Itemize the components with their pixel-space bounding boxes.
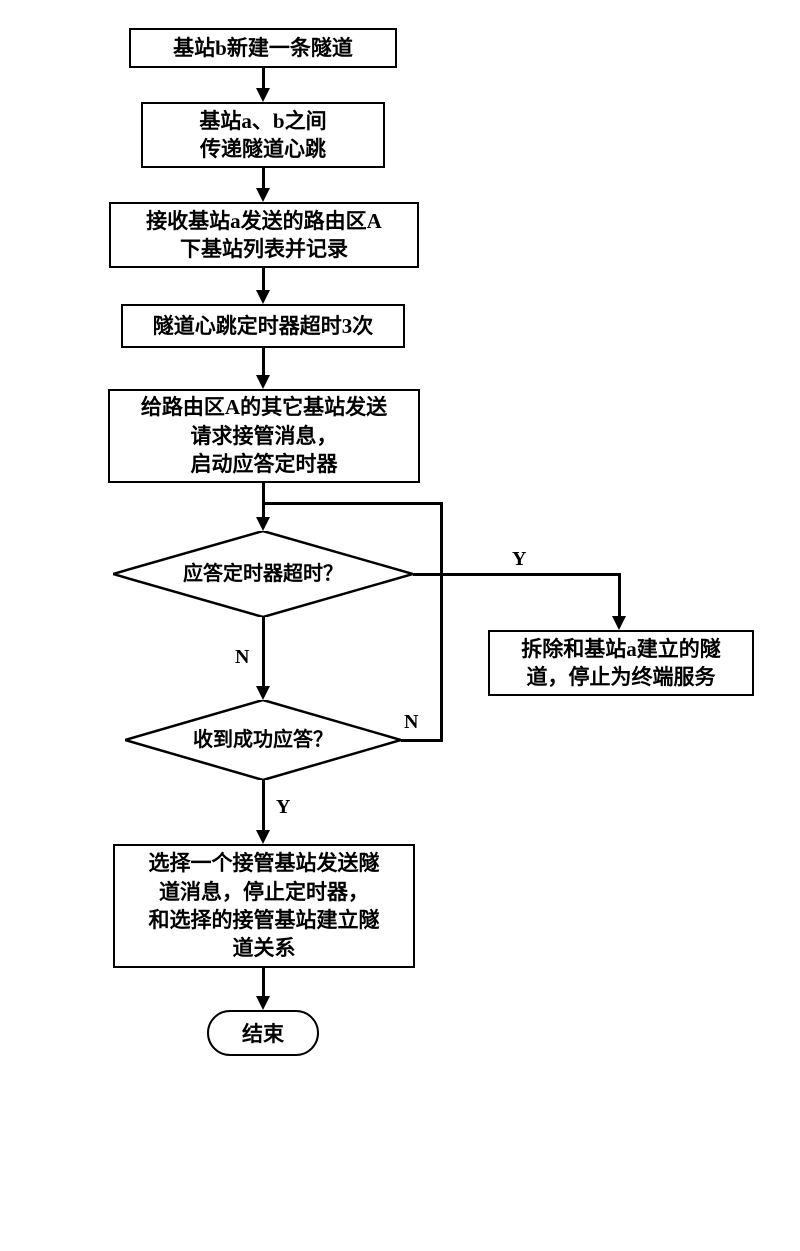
decision-timer-timeout: 应答定时器超时？: [113, 531, 413, 617]
decision-text: 应答定时器超时？: [183, 562, 343, 586]
node-text: 接收基站a发送的路由区A 下基站列表并记录: [146, 207, 382, 264]
node-text: 选择一个接管基站发送隧 道消息，停止定时器， 和选择的接管基站建立隧 道关系: [149, 849, 380, 962]
arrow: [262, 268, 265, 292]
node-heartbeat: 基站a、b之间 传递隧道心跳: [141, 102, 385, 168]
label-n: N: [404, 711, 418, 734]
arrow-head: [256, 375, 270, 389]
label-y: Y: [276, 796, 290, 819]
arrow-head: [256, 686, 270, 700]
arrow: [618, 573, 621, 618]
arrow: [401, 739, 442, 742]
node-text: 给路由区A的其它基站发送 请求接管消息， 启动应答定时器: [141, 393, 387, 478]
arrow-head: [256, 88, 270, 102]
node-receive-list: 接收基站a发送的路由区A 下基站列表并记录: [109, 202, 419, 268]
node-timeout: 隧道心跳定时器超时3次: [121, 304, 405, 348]
arrow: [262, 780, 265, 832]
arrow-head: [256, 290, 270, 304]
node-text: 拆除和基站a建立的隧 道，停止为终端服务: [521, 635, 721, 692]
arrow-head: [256, 996, 270, 1010]
arrow: [262, 617, 265, 688]
node-send-request: 给路由区A的其它基站发送 请求接管消息， 启动应答定时器: [108, 389, 420, 483]
arrow: [413, 573, 621, 576]
arrow: [262, 968, 265, 998]
arrow-head: [256, 517, 270, 531]
decision-success-response: 收到成功应答？: [125, 700, 401, 780]
node-end: 结束: [207, 1010, 319, 1056]
flowchart-container: 基站b新建一条隧道 基站a、b之间 传递隧道心跳 接收基站a发送的路由区A 下基…: [0, 0, 800, 1251]
node-text: 隧道心跳定时器超时3次: [153, 312, 374, 340]
arrow: [262, 168, 265, 190]
arrow: [262, 348, 265, 377]
node-select-takeover: 选择一个接管基站发送隧 道消息，停止定时器， 和选择的接管基站建立隧 道关系: [113, 844, 415, 968]
node-teardown: 拆除和基站a建立的隧 道，停止为终端服务: [488, 630, 754, 696]
label-n: N: [235, 646, 249, 669]
node-start: 基站b新建一条隧道: [129, 28, 397, 68]
arrow-head: [612, 616, 626, 630]
terminal-text: 结束: [242, 1018, 284, 1048]
arrow-head: [256, 188, 270, 202]
arrow-head: [256, 830, 270, 844]
arrow: [262, 68, 265, 90]
node-text: 基站b新建一条隧道: [173, 34, 353, 62]
label-y: Y: [512, 548, 526, 571]
node-text: 基站a、b之间 传递隧道心跳: [199, 107, 326, 164]
arrow: [440, 502, 443, 742]
arrow: [263, 502, 443, 505]
arrow: [262, 483, 265, 519]
decision-text: 收到成功应答？: [193, 728, 333, 752]
